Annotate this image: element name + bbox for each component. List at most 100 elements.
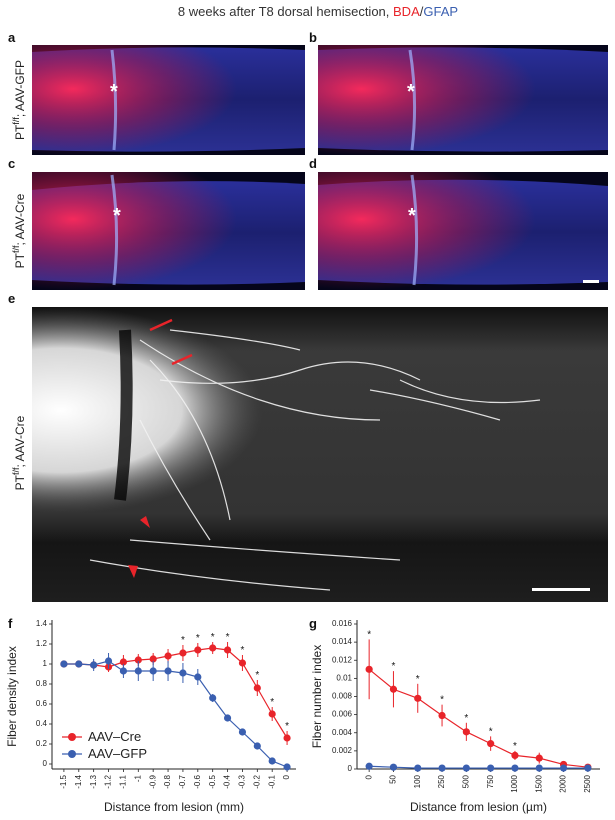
data-point [194, 673, 202, 681]
data-point [511, 764, 519, 772]
row-label: PTf/f; AAV-Cre [11, 415, 27, 490]
data-point [438, 764, 446, 772]
panel-letter: c [8, 156, 15, 171]
data-point [559, 764, 568, 772]
row-label: PTf/f; AAV-GFP [11, 60, 27, 140]
x-tick-label: -1 [133, 774, 142, 782]
x-tick-label: -0.5 [208, 774, 217, 788]
data-point [149, 667, 157, 675]
x-tick-label: 1000 [510, 774, 519, 792]
x-tick-label: -1.4 [74, 774, 83, 788]
panel-letter: e [8, 291, 15, 306]
y-tick-label: 0.004 [332, 728, 353, 737]
x-tick-label: 750 [486, 774, 495, 788]
micrograph [32, 307, 608, 602]
lesion-marker: * [110, 81, 118, 103]
data-point [194, 646, 202, 654]
y-axis-title: Fiber number index [310, 645, 324, 748]
panel-letter: g [309, 616, 317, 631]
significance-mark: * [240, 645, 244, 656]
lesion-marker: * [407, 81, 415, 103]
row-label-rest: ; AAV-GFP [13, 60, 27, 117]
title-separator: / [420, 4, 424, 19]
x-tick-label: 0 [364, 774, 373, 779]
x-tick-label: -0.2 [252, 774, 261, 788]
significance-mark: * [440, 695, 444, 706]
y-tick-label: 0 [348, 764, 353, 773]
data-point [365, 665, 373, 673]
y-tick-label: 0.8 [36, 679, 48, 688]
row-label-rest: ; AAV-Cre [13, 193, 27, 245]
significance-mark: * [226, 632, 230, 643]
data-point [414, 764, 422, 772]
legend-marker [68, 733, 76, 741]
series-line [63, 647, 288, 739]
x-tick-label: -1.3 [89, 774, 98, 788]
lesion-marker: * [113, 205, 121, 227]
y-tick-label: 0.2 [36, 739, 48, 748]
data-point [253, 742, 261, 750]
data-point [283, 734, 291, 742]
data-point [223, 714, 232, 722]
data-point [164, 652, 172, 660]
data-point [119, 658, 128, 666]
significance-mark: * [489, 726, 493, 737]
x-tick-label: -0.1 [267, 774, 276, 788]
x-tick-label: -0.4 [223, 774, 232, 788]
data-point [149, 655, 157, 663]
figure-title: 8 weeks after T8 dorsal hemisection, BDA… [178, 4, 458, 19]
data-point [389, 763, 398, 771]
data-point [209, 644, 217, 652]
y-tick-label: 1 [43, 659, 48, 668]
data-point [487, 740, 495, 748]
x-tick-label: 2000 [559, 774, 568, 792]
data-point [268, 710, 276, 718]
title-stain: GFAP [423, 4, 458, 19]
y-tick-label: 0.002 [332, 746, 353, 755]
x-tick-label: 50 [389, 774, 398, 783]
data-point [389, 685, 398, 693]
series-line [63, 660, 288, 768]
significance-mark: * [270, 697, 274, 708]
data-point [104, 657, 113, 665]
data-point [487, 764, 495, 772]
row-label-sup: f/f [11, 117, 21, 125]
x-axis-title: Distance from lesion (mm) [104, 800, 244, 814]
x-tick-label: 500 [461, 774, 470, 788]
data-point [535, 764, 543, 772]
y-tick-label: 0.4 [36, 719, 48, 728]
data-point [238, 728, 247, 736]
x-tick-label: -0.6 [193, 774, 202, 788]
data-point [438, 711, 446, 720]
x-tick-label: -0.3 [238, 774, 247, 788]
significance-mark: * [196, 633, 200, 644]
significance-mark: * [391, 661, 395, 672]
data-point [584, 764, 592, 772]
data-point [511, 751, 519, 760]
title-stain: BDA [393, 4, 420, 19]
panel-letter: b [309, 30, 317, 45]
title-text: 8 weeks after T8 dorsal hemisection, [178, 4, 393, 19]
x-tick-label: -1.1 [119, 774, 128, 788]
x-tick-label: -0.7 [178, 774, 187, 788]
significance-mark: * [464, 713, 468, 724]
panel-letter: f [8, 616, 13, 631]
data-point [119, 667, 128, 675]
data-point [90, 661, 98, 669]
x-tick-label: 100 [413, 774, 422, 788]
y-tick-label: 1.2 [36, 639, 48, 648]
panel-letter: d [309, 156, 317, 171]
data-point [60, 660, 68, 668]
data-point [414, 694, 422, 702]
data-point [462, 764, 470, 772]
data-point [535, 754, 543, 762]
significance-mark: * [416, 674, 420, 685]
significance-mark: * [513, 741, 517, 752]
data-point [253, 684, 261, 692]
x-tick-label: -0.8 [163, 774, 172, 788]
data-point [134, 656, 142, 664]
row-label: PTf/f; AAV-Cre [11, 193, 27, 268]
significance-mark: * [285, 721, 289, 732]
data-point [283, 763, 291, 771]
